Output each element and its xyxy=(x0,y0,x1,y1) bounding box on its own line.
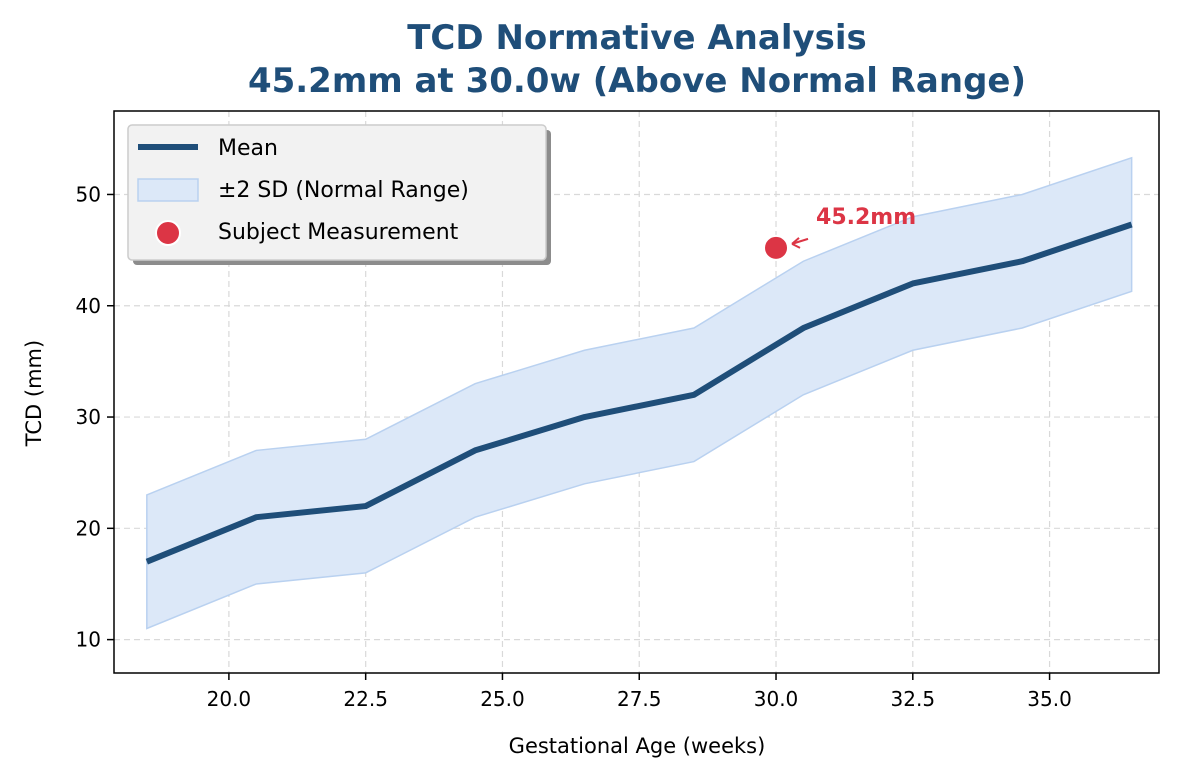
normal-range-band xyxy=(146,156,1133,630)
x-tick-label: 30.0 xyxy=(754,687,799,711)
legend-band-swatch xyxy=(137,178,199,202)
annotation-arrow-shaft xyxy=(791,237,809,245)
annotation-label: 45.2mm xyxy=(816,205,916,230)
y-axis-label: TCD (mm) xyxy=(22,340,46,447)
subject-point xyxy=(763,234,790,261)
y-tick-label: 20 xyxy=(76,516,101,540)
legend-box xyxy=(127,124,547,261)
y-tick-label: 10 xyxy=(76,628,101,652)
plot-frame xyxy=(113,110,1160,674)
y-axis-ticks: 10 20 30 40 50 xyxy=(76,182,114,652)
x-tick-label: 25.0 xyxy=(480,687,525,711)
chart-title-line1: TCD Normative Analysis xyxy=(407,18,867,58)
legend-band-label: ±2 SD (Normal Range) xyxy=(218,178,469,203)
annotation-arrow-head xyxy=(791,237,801,249)
y-tick-label: 50 xyxy=(76,182,101,206)
sd-band-area xyxy=(146,156,1133,630)
subject-group xyxy=(763,234,790,261)
annotation-group: 45.2mm xyxy=(791,205,916,249)
x-tick-label: 20.0 xyxy=(207,687,252,711)
legend-subject-swatch xyxy=(155,220,181,246)
x-tick-label: 27.5 xyxy=(617,687,662,711)
y-tick-label: 40 xyxy=(76,294,101,318)
legend: Mean ±2 SD (Normal Range) Subject Measur… xyxy=(127,124,551,265)
legend-subject-label: Subject Measurement xyxy=(218,220,459,245)
x-tick-label: 32.5 xyxy=(891,687,936,711)
x-tick-label: 22.5 xyxy=(343,687,388,711)
x-tick-label: 35.0 xyxy=(1027,687,1072,711)
legend-mean-label: Mean xyxy=(218,136,278,161)
y-tick-label: 30 xyxy=(76,405,101,429)
mean-line xyxy=(145,221,1133,565)
x-axis-label: Gestational Age (weeks) xyxy=(509,734,766,758)
mean-line-group xyxy=(145,221,1133,565)
x-axis-ticks: 20.0 22.5 25.0 27.5 30.0 32.5 35.0 xyxy=(207,673,1072,711)
chart-title-line2: 45.2mm at 30.0w (Above Normal Range) xyxy=(248,61,1026,101)
